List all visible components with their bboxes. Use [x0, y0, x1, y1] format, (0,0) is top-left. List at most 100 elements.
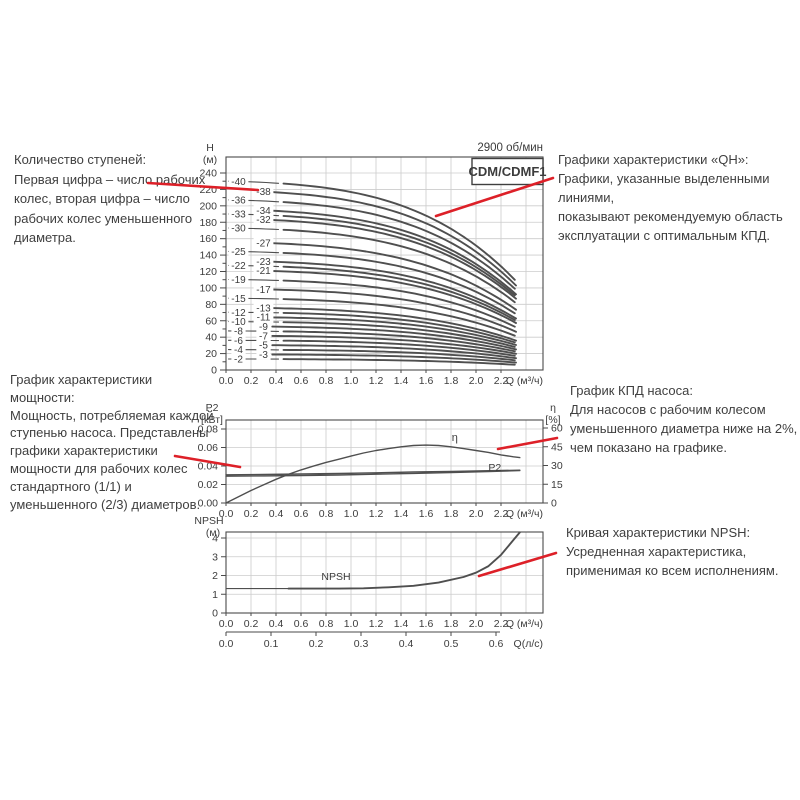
svg-text:1.2: 1.2 [369, 618, 384, 630]
svg-text:2.2: 2.2 [494, 508, 509, 520]
svg-text:-3: -3 [259, 350, 268, 361]
svg-text:140: 140 [199, 250, 217, 262]
svg-text:2.2: 2.2 [494, 375, 509, 387]
svg-text:0.2: 0.2 [244, 375, 259, 387]
svg-text:1.0: 1.0 [344, 508, 359, 520]
svg-text:Q (м³/ч): Q (м³/ч) [506, 508, 543, 520]
svg-text:2: 2 [212, 570, 218, 582]
svg-text:η: η [452, 432, 458, 444]
svg-text:120: 120 [199, 266, 217, 278]
note-npsh-curve: Кривая характеристики NPSH: Усредненная … [566, 525, 779, 578]
svg-text:1.0: 1.0 [344, 618, 359, 630]
svg-text:200: 200 [199, 200, 217, 212]
svg-text:-21: -21 [256, 266, 271, 277]
svg-text:0.4: 0.4 [269, 618, 284, 630]
svg-text:100: 100 [199, 282, 217, 294]
svg-text:2.0: 2.0 [469, 618, 484, 630]
svg-text:-2: -2 [234, 355, 243, 366]
svg-text:40: 40 [205, 332, 217, 344]
svg-text:0.0: 0.0 [219, 375, 234, 387]
note-qh-curves: Графики характеристики «QH»: Графики, ук… [558, 152, 783, 243]
svg-text:0.1: 0.1 [264, 638, 279, 650]
svg-text:-30: -30 [231, 224, 246, 235]
svg-text:Q(л/с): Q(л/с) [514, 638, 543, 650]
svg-text:1.4: 1.4 [394, 618, 409, 630]
svg-text:1.8: 1.8 [444, 618, 459, 630]
svg-text:0: 0 [551, 498, 557, 510]
svg-text:(м): (м) [206, 527, 220, 539]
svg-text:-23: -23 [256, 257, 271, 268]
callout-lines [146, 176, 559, 578]
svg-text:0.2: 0.2 [244, 618, 259, 630]
svg-text:0.8: 0.8 [319, 618, 334, 630]
svg-text:-34: -34 [256, 206, 271, 217]
svg-text:60: 60 [205, 315, 217, 327]
svg-text:CDM/CDMF1: CDM/CDMF1 [469, 164, 547, 179]
svg-text:-4: -4 [234, 345, 243, 356]
svg-text:0: 0 [212, 608, 218, 620]
svg-text:P2: P2 [206, 402, 219, 414]
svg-text:1.8: 1.8 [444, 508, 459, 520]
svg-text:η: η [550, 402, 556, 414]
svg-text:0.6: 0.6 [294, 618, 309, 630]
note-efficiency-curve: График КПД насоса: Для насосов с рабочим… [570, 383, 798, 455]
svg-text:4: 4 [212, 533, 218, 545]
svg-text:-9: -9 [259, 322, 268, 333]
svg-text:-10: -10 [231, 317, 246, 328]
note-power-curves: График характеристики мощности: Мощность… [10, 372, 214, 512]
svg-text:0.0: 0.0 [219, 638, 234, 650]
svg-text:0.6: 0.6 [294, 508, 309, 520]
note-stage-count: Количество ступеней: Первая цифра – числ… [14, 152, 206, 245]
npsh-chart: 0 1 2 3 4 0.0 0.2 0.4 0.6 0.8 1.0 1.2 1.4 1.6 1.8 2.0 2.… [194, 515, 544, 650]
svg-text:-32: -32 [256, 215, 271, 226]
svg-text:0.00: 0.00 [198, 498, 219, 510]
svg-text:1.6: 1.6 [419, 375, 434, 387]
svg-text:0.2: 0.2 [309, 638, 324, 650]
svg-text:[%]: [%] [545, 414, 560, 426]
svg-text:20: 20 [205, 348, 217, 360]
svg-text:NPSH: NPSH [194, 515, 223, 527]
svg-text:-15: -15 [231, 294, 246, 305]
svg-text:2.0: 2.0 [469, 375, 484, 387]
svg-text:0.6: 0.6 [489, 638, 504, 650]
svg-text:-12: -12 [231, 308, 246, 319]
svg-text:0.4: 0.4 [269, 508, 284, 520]
svg-text:P2: P2 [488, 462, 501, 474]
svg-text:0.6: 0.6 [294, 375, 309, 387]
svg-text:30: 30 [551, 460, 563, 472]
svg-text:Q (м³/ч): Q (м³/ч) [506, 618, 543, 630]
svg-text:-5: -5 [259, 341, 268, 352]
svg-text:-33: -33 [231, 210, 246, 221]
svg-text:0.06: 0.06 [198, 442, 219, 454]
svg-text:-11: -11 [257, 313, 271, 324]
svg-text:2.2: 2.2 [494, 618, 509, 630]
svg-text:1.6: 1.6 [419, 618, 434, 630]
svg-text:1.2: 1.2 [369, 375, 384, 387]
svg-text:1: 1 [212, 589, 218, 601]
svg-text:0.8: 0.8 [319, 375, 334, 387]
svg-text:1.6: 1.6 [419, 508, 434, 520]
svg-text:1.2: 1.2 [369, 508, 384, 520]
svg-text:60: 60 [551, 423, 563, 435]
svg-text:-22: -22 [231, 261, 246, 272]
svg-text:-19: -19 [231, 275, 246, 286]
svg-text:0.8: 0.8 [319, 508, 334, 520]
svg-text:0: 0 [211, 365, 217, 377]
svg-text:240: 240 [199, 168, 217, 180]
svg-text:H: H [206, 142, 214, 154]
svg-text:45: 45 [551, 441, 563, 453]
svg-text:0.4: 0.4 [399, 638, 414, 650]
svg-text:1.8: 1.8 [444, 375, 459, 387]
svg-text:0.2: 0.2 [244, 508, 259, 520]
svg-text:180: 180 [199, 217, 217, 229]
svg-text:Q (м³/ч): Q (м³/ч) [506, 375, 543, 387]
svg-text:2.0: 2.0 [469, 508, 484, 520]
svg-text:0.5: 0.5 [444, 638, 459, 650]
svg-text:-36: -36 [231, 196, 246, 207]
svg-text:(м): (м) [203, 154, 217, 166]
svg-text:[кВт]: [кВт] [201, 414, 223, 426]
svg-text:-40: -40 [231, 177, 246, 188]
